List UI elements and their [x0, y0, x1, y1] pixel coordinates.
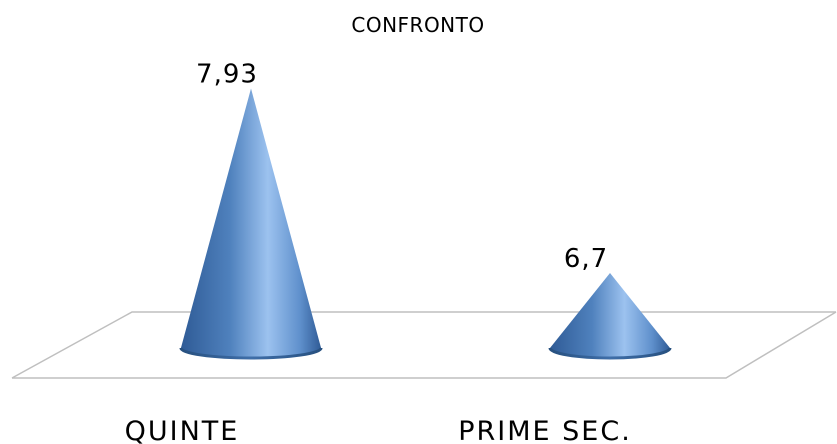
cone-bar-quinte [179, 88, 323, 360]
data-label: 7,93 [196, 60, 258, 90]
chart-title: CONFRONTO [351, 13, 484, 37]
category-label: PRIME SEC. [458, 416, 632, 444]
category-label: QUINTE [125, 416, 240, 444]
cone-bar-prime-sec [548, 273, 672, 360]
chart-floor [11, 311, 837, 379]
data-label: 6,7 [564, 244, 608, 274]
